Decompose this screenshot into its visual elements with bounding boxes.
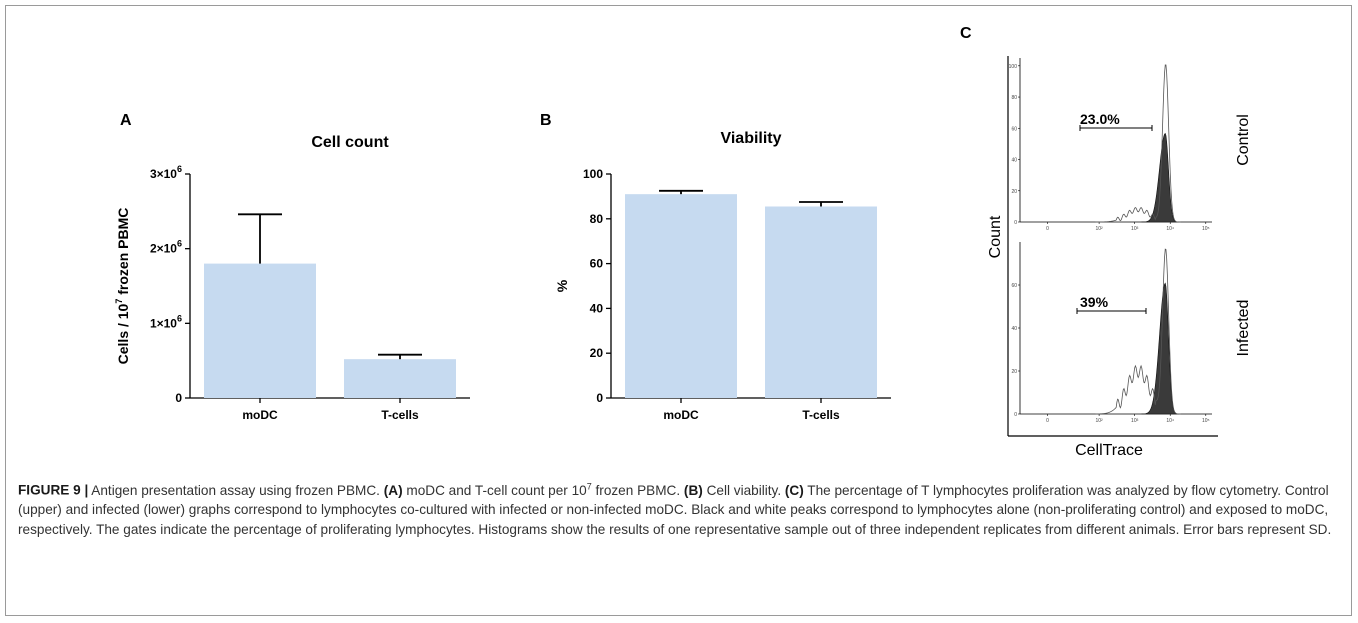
panel-a-ytick-exp-3: 6: [177, 164, 182, 174]
caption-segment-5: (B): [683, 482, 703, 498]
panel-b-xtick-label-1: T-cells: [802, 408, 840, 422]
panel-c-control-ytick-label-4: 80: [1011, 95, 1017, 101]
panel-c-control-ytick-label-2: 40: [1011, 158, 1017, 164]
panel-c-infected-ytick-label-2: 40: [1011, 326, 1017, 332]
panel-c-infected-gate-label: 39%: [1080, 294, 1109, 310]
panel-a-ytick-base-3: 3×10: [150, 167, 177, 181]
panel-a-ytick-exp-1: 6: [177, 313, 182, 323]
caption-segment-2: moDC and T-cell count per 10: [402, 482, 587, 498]
panel-a-ytick-label-0: 0: [175, 391, 182, 405]
panel-c-infected-xtick-label-1: 10²: [1095, 418, 1103, 424]
panel-c-control-xtick-label-1: 10²: [1095, 226, 1103, 232]
panel-c-control-xtick-label-3: 10⁴: [1166, 226, 1174, 232]
panel-a-title: Cell count: [311, 134, 389, 151]
panel-a-letter: A: [120, 112, 132, 129]
panel-c-control-xtick-label-4: 10⁵: [1202, 226, 1210, 232]
figure-caption: FIGURE 9 | Antigen presentation assay us…: [18, 477, 1336, 539]
panel-a-xtick-label-0: moDC: [242, 408, 278, 422]
panel-a-ylabel-part-1: 7: [114, 299, 124, 304]
panel-a-ytick-base-0: 0: [175, 391, 182, 405]
panel-c-control-ytick-label-5: 100: [1009, 64, 1018, 70]
panel-a-ytick-base-2: 2×10: [150, 242, 177, 256]
panel-a-ytick-label-2: 2×106: [150, 239, 182, 256]
panel-c-control-proliferation-outline: [1095, 64, 1181, 223]
caption-segment-3: 7: [586, 481, 592, 491]
panel-c-control-ytick-label-3: 60: [1011, 126, 1017, 132]
panel-b-ytick-label-3: 60: [590, 257, 604, 271]
caption-segment-6: Cell viability.: [702, 482, 785, 498]
panel-c-ylabel: Count: [987, 215, 1004, 258]
panel-a-ytick-exp-2: 6: [177, 239, 182, 249]
panel-c-infected-xtick-label-4: 10⁵: [1202, 418, 1210, 424]
panel-c-infected-control-peak: [1141, 282, 1180, 415]
panel-c-control-ytick-label-1: 20: [1011, 189, 1017, 195]
caption-segment-4: frozen PBMC.: [591, 482, 684, 498]
panel-b-ytick-base-1: 20: [590, 346, 604, 360]
panel-b-ytick-base-3: 60: [590, 257, 604, 271]
panel-c-infected-ytick-label-1: 20: [1011, 369, 1017, 375]
panel-c-infected-xtick-label-2: 10³: [1131, 418, 1139, 424]
panel-a-bar-1: [344, 359, 456, 398]
panel-a-xtick-label-1: T-cells: [381, 408, 419, 422]
panel-b-bar-1: [765, 206, 877, 398]
panel-c-control-ytick-label-0: 0: [1014, 220, 1017, 226]
panel-c-infected-xtick-label-3: 10⁴: [1166, 418, 1174, 424]
panel-b-ytick-label-5: 100: [583, 167, 603, 181]
panel-c-letter: C: [960, 25, 972, 42]
panel-c-control-xtick-label-2: 10³: [1131, 226, 1139, 232]
panel-c-control-xtick-label-0: 0: [1046, 226, 1049, 232]
panel-b-ytick-label-0: 0: [596, 391, 603, 405]
panel-a-ytick-base-1: 1×10: [150, 316, 177, 330]
panel-b-ytick-base-5: 100: [583, 167, 603, 181]
panel-a-ylabel-part-0: Cells / 10: [115, 303, 131, 364]
panel-b-xtick-label-0: moDC: [663, 408, 699, 422]
panel-b-ytick-base-0: 0: [596, 391, 603, 405]
panel-a-ylabel: Cells / 107 frozen PBMC: [114, 208, 131, 365]
panel-c-control-gate-label: 23.0%: [1080, 111, 1120, 127]
panel-b-ytick-label-2: 40: [590, 301, 604, 315]
panel-c-control-side-label: Control: [1235, 114, 1252, 166]
panel-a-ylabel-part-2: frozen PBMC: [115, 208, 131, 299]
caption-body: Antigen presentation assay using frozen …: [18, 481, 1332, 537]
panel-c-infected-ytick-label-0: 0: [1014, 412, 1017, 418]
panel-b-bar-0: [625, 194, 737, 398]
panel-a-ytick-label-3: 3×106: [150, 164, 182, 181]
panel-a-ytick-label-1: 1×106: [150, 313, 182, 330]
panel-c-infected-proliferation-outline: [1095, 248, 1181, 415]
caption-segment-8: The percentage of T lymphocytes prolifer…: [18, 482, 1332, 537]
panel-b-ytick-label-4: 80: [590, 212, 604, 226]
figure-label: FIGURE 9 |: [18, 482, 89, 498]
panel-b-ytick-base-4: 80: [590, 212, 604, 226]
panel-c-infected-ytick-label-3: 60: [1011, 283, 1017, 289]
panel-b-title: Viability: [720, 130, 781, 147]
panel-b-letter: B: [540, 112, 552, 129]
panel-c-infected-side-label: Infected: [1235, 300, 1252, 357]
panel-a-bar-0: [204, 263, 316, 398]
caption-segment-7: (C): [784, 482, 804, 498]
panel-b-ytick-label-1: 20: [590, 346, 604, 360]
panel-c-xlabel: CellTrace: [1075, 442, 1143, 459]
caption-segment-0: Antigen presentation assay using frozen …: [88, 482, 384, 498]
panel-c-infected-xtick-label-0: 0: [1046, 418, 1049, 424]
caption-segment-1: (A): [383, 482, 403, 498]
panel-b-ytick-base-2: 40: [590, 301, 604, 315]
panel-b-ylabel: %: [554, 279, 570, 292]
